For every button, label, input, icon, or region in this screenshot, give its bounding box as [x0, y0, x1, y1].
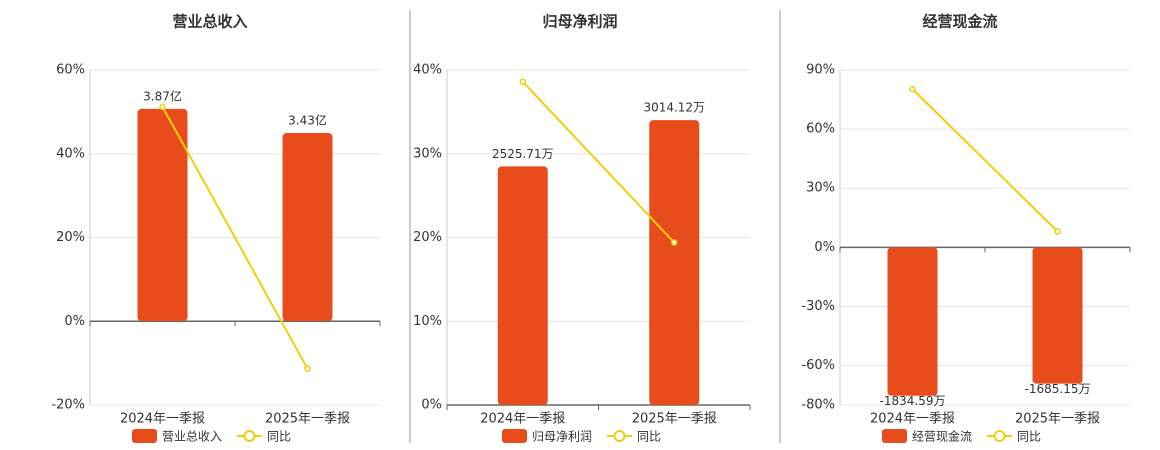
y-tick-label: -80%: [801, 398, 835, 413]
line-point: [519, 78, 526, 85]
legend-swatch: [243, 430, 256, 442]
line-point: [671, 239, 678, 246]
bar: [497, 166, 548, 405]
legend-label: 营业总收入: [162, 430, 222, 444]
bar: [649, 120, 700, 405]
line-point: [909, 85, 916, 93]
bar: [137, 108, 188, 322]
bar: [282, 133, 333, 322]
bar: [887, 247, 938, 396]
x-tick-label: 2025年一季报: [632, 412, 717, 427]
x-tick-label: 2025年一季报: [1015, 412, 1100, 427]
line-series: [522, 81, 675, 244]
x-tick-label: 2024年一季报: [120, 412, 205, 427]
bar-value-label: 2525.71万: [492, 147, 554, 161]
x-tick-label: 2025年一季报: [265, 412, 350, 427]
bar-value-label: -1685.15万: [1025, 382, 1091, 396]
bar-value-label: 3014.12万: [643, 101, 705, 115]
chart-title: 经营现金流: [922, 13, 997, 31]
y-tick-label: 10%: [413, 314, 442, 329]
y-tick-label: -30%: [801, 299, 835, 314]
legend-label: 同比: [1017, 430, 1041, 444]
line-point: [1054, 228, 1061, 235]
bar-value-label: -1834.59万: [880, 394, 946, 408]
legend-swatch: [993, 430, 1006, 442]
y-tick-label: 60%: [56, 63, 85, 78]
y-tick-label: 20%: [413, 230, 442, 245]
x-tick-label: 2024年一季报: [870, 412, 955, 427]
y-tick-label: 0%: [421, 398, 442, 413]
line-point: [159, 103, 166, 111]
y-tick-label: 40%: [56, 146, 85, 161]
y-tick-label: 20%: [56, 230, 85, 245]
y-tick-label: 30%: [413, 146, 442, 161]
y-tick-label: -60%: [801, 358, 835, 373]
legend-swatch: [132, 429, 157, 443]
legend-label: 同比: [267, 430, 291, 444]
y-tick-label: -20%: [51, 398, 85, 413]
y-tick-label: 0%: [64, 314, 85, 329]
y-tick-label: 60%: [806, 122, 835, 137]
y-tick-label: 40%: [413, 63, 442, 78]
chart-title: 归母净利润: [542, 13, 617, 31]
bar-value-label: 3.87亿: [143, 88, 182, 103]
legend-label: 同比: [637, 430, 661, 444]
legend-label: 经营现金流: [912, 429, 972, 444]
line-series: [161, 106, 309, 370]
bar: [1032, 247, 1083, 384]
legend-swatch: [613, 430, 626, 442]
legend-label: 归母净利润: [532, 430, 592, 444]
chart-title: 营业总收入: [172, 13, 247, 31]
bar-value-label: 3.43亿: [288, 113, 327, 128]
line-point: [304, 365, 311, 372]
y-tick-label: 0%: [814, 240, 835, 255]
y-tick-label: 90%: [806, 63, 835, 78]
legend-swatch: [502, 429, 527, 443]
y-tick-label: 30%: [806, 181, 835, 196]
x-tick-label: 2024年一季报: [480, 412, 565, 427]
line-series: [911, 88, 1059, 233]
legend-swatch: [882, 429, 907, 443]
